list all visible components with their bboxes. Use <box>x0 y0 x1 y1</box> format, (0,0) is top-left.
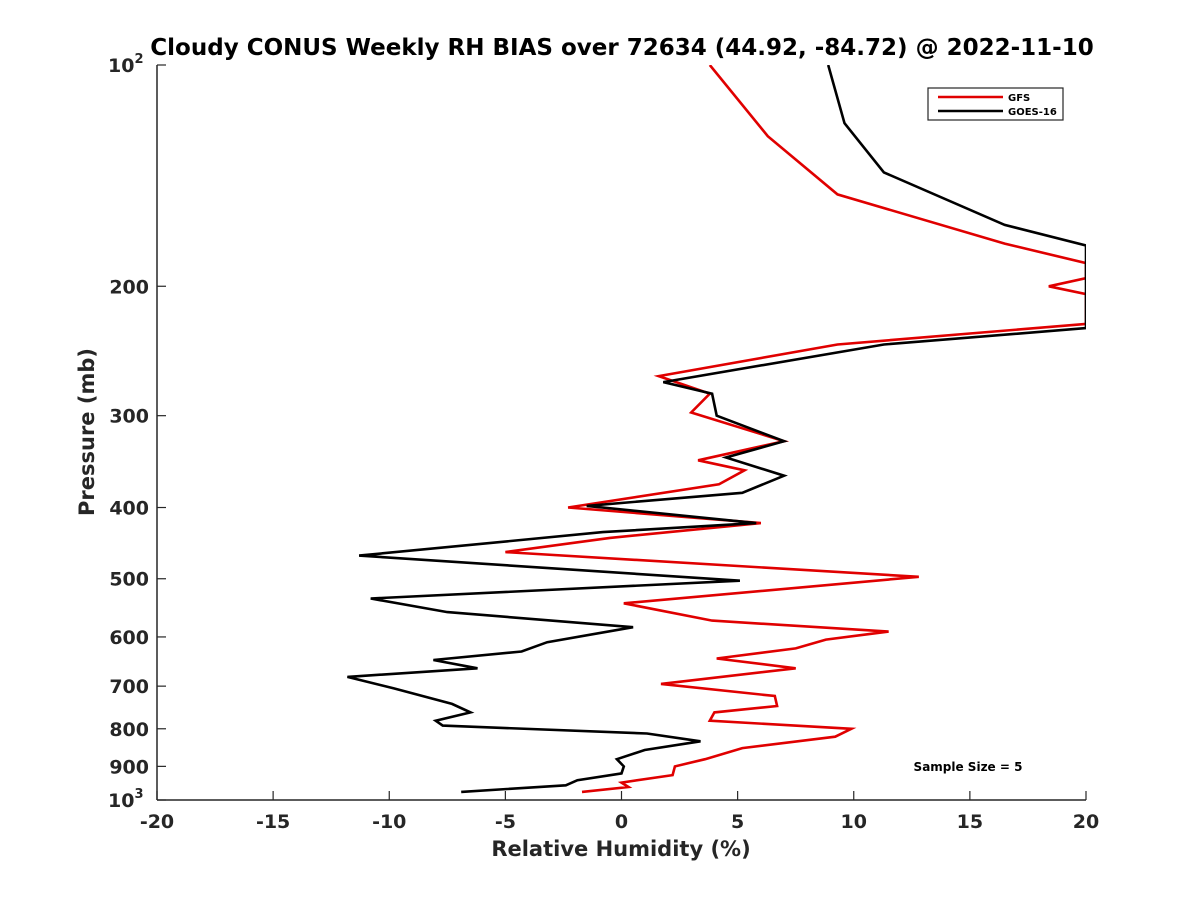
y-tick-label: 400 <box>109 498 149 520</box>
y-tick-label: 600 <box>109 627 149 649</box>
x-tick-label: 5 <box>731 811 744 833</box>
legend: GFS GOES-16 <box>927 87 1064 121</box>
y-tick-label: 103 <box>108 787 144 812</box>
legend-box <box>927 87 1064 121</box>
x-axis-label: Relative Humidity (%) <box>491 837 750 861</box>
x-tick-label: 15 <box>957 811 983 833</box>
chart-title: Cloudy CONUS Weekly RH BIAS over 72634 (… <box>150 35 1093 61</box>
axes: -20 -15 -10 -5 0 5 10 15 20 102 200 300 400 500 600 70… <box>108 52 1099 833</box>
y-tick-label: 300 <box>109 406 149 428</box>
y-ticks: 102 200 300 400 500 600 700 800 900 103 <box>108 52 166 812</box>
plot-background <box>157 65 1086 800</box>
x-tick-label: 10 <box>841 811 867 833</box>
series-line-goes16 <box>347 65 1086 794</box>
y-axis-label: Pressure (mb) <box>75 348 99 516</box>
x-tick-label: -10 <box>372 811 406 833</box>
x-tick-label: -20 <box>140 811 174 833</box>
plot-area <box>157 65 1086 800</box>
x-tick-label: 20 <box>1073 811 1099 833</box>
x-tick-label: 0 <box>615 811 628 833</box>
legend-label-gfs: GFS <box>1008 93 1030 104</box>
y-tick-label: 102 <box>108 52 144 77</box>
y-tick-label: 500 <box>109 569 149 591</box>
x-ticks: -20 -15 -10 -5 0 5 10 15 20 <box>140 791 1099 833</box>
x-tick-label: -15 <box>256 811 290 833</box>
sample-size-annotation: Sample Size = 5 <box>914 760 1023 774</box>
x-tick-label: -5 <box>495 811 516 833</box>
series-layer <box>347 65 1086 794</box>
legend-label-goes16: GOES-16 <box>1008 107 1057 118</box>
y-tick-label: 900 <box>109 756 149 778</box>
series-line-gfs <box>505 65 1086 794</box>
y-tick-label: 800 <box>109 719 149 741</box>
y-tick-label: 200 <box>109 276 149 298</box>
y-tick-label: 700 <box>109 676 149 698</box>
